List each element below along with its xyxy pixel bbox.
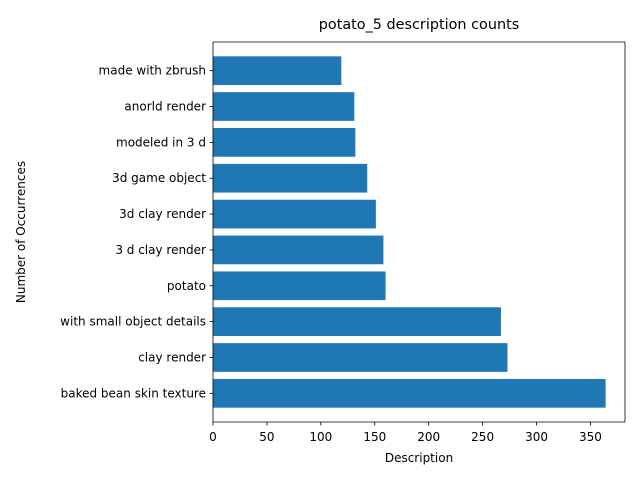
- axes-group: [212, 41, 626, 423]
- y-tick-label: 3d game object: [112, 171, 206, 185]
- bar-6: [213, 163, 368, 193]
- bar-2: [213, 307, 501, 336]
- y-tick-label: baked bean skin texture: [61, 386, 206, 400]
- bars-group: [213, 56, 606, 408]
- bar-7: [213, 128, 356, 157]
- bar-3: [213, 271, 386, 301]
- y-tick-label: clay render: [138, 350, 206, 364]
- y-tick-label: 3 d clay render: [115, 243, 206, 257]
- x-tick-label: 200: [417, 430, 440, 444]
- y-tick-label: with small object details: [60, 315, 206, 329]
- bar-1: [213, 343, 508, 372]
- x-tick-label: 300: [525, 430, 548, 444]
- bar-5: [213, 199, 376, 229]
- bar-0: [213, 378, 606, 408]
- bar-4: [213, 235, 384, 265]
- y-tick-label: made with zbrush: [99, 64, 206, 78]
- y-tick-label: 3d clay render: [119, 207, 206, 221]
- x-tick-label: 50: [259, 430, 274, 444]
- y-axis-label: Number of Occurrences: [14, 161, 28, 303]
- bar-8: [213, 92, 355, 121]
- x-tick-label: 150: [363, 430, 386, 444]
- x-ticks-group: 0 50 100 150 200 250 300 350: [209, 422, 602, 444]
- chart-title: potato_5 description counts: [319, 17, 519, 33]
- y-tick-label: potato: [167, 279, 206, 293]
- x-tick-label: 350: [579, 430, 602, 444]
- x-tick-label: 250: [471, 430, 494, 444]
- bar-9: [213, 56, 342, 86]
- y-tick-label: anorld render: [124, 100, 206, 114]
- x-tick-label: 0: [209, 430, 217, 444]
- x-axis-label: Description: [385, 451, 453, 465]
- x-tick-label: 100: [309, 430, 332, 444]
- y-ticks-group: baked bean skin texture clay render with s…: [60, 64, 213, 400]
- y-tick-label: modeled in 3 d: [116, 135, 206, 149]
